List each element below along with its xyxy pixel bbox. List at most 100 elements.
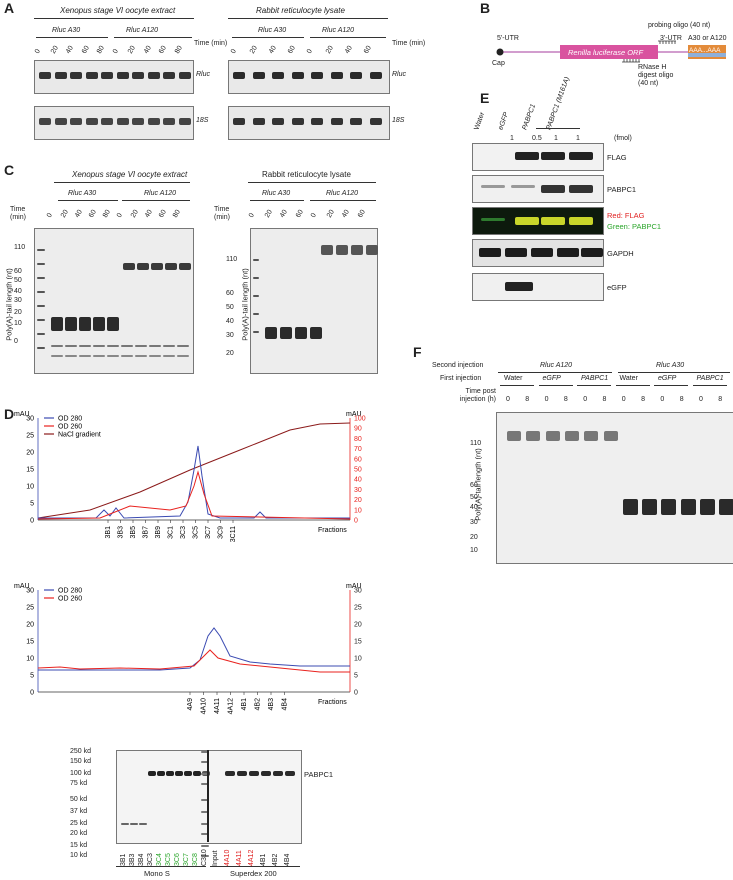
y-tick: 50 [226,304,234,311]
y-tick: 10 [470,547,478,554]
ladder-band [253,277,259,279]
pabpc1-band [237,771,247,776]
band [121,823,129,825]
pat-band-a30 [107,317,119,331]
size-marker: 100 kd [70,770,92,777]
y-tick-right: 15 [354,639,362,646]
row-label: Rluc [392,71,407,78]
gapdh-band [581,248,603,257]
tail-accent [688,53,726,57]
lane-label: 4B2 [272,853,279,866]
pat-gel-left [34,228,194,374]
pat-band-a120 [137,263,149,270]
merge-band [515,217,539,225]
size-marker: 10 kd [70,852,88,859]
rna-band [163,72,175,79]
first-group-label: PABPC1 [696,375,724,382]
y-tick-right: 30 [354,487,362,494]
time-label: Time (min) [194,40,228,47]
y-tick-right: 30 [354,588,362,595]
lane-label: Input [212,850,219,866]
time-tick: 80 [95,44,106,55]
size-marker: 250 kd [70,748,92,755]
pat-band-a30 [265,327,277,339]
time-tick: 0 [305,48,314,55]
y-tick-right: 90 [354,426,362,433]
faint-band [107,345,119,347]
faint-band [65,355,77,357]
divider [116,866,206,867]
divider [500,385,534,386]
unit-label: mAU [14,583,30,590]
ladder-band [201,751,209,753]
rnase-oligo-icon [622,59,640,63]
merge-green-label: Green: PABPC1 [607,222,662,231]
pat-band-a30 [280,327,292,339]
first-group-label: Water [619,375,638,382]
group-label: Rluc A120 [326,190,359,197]
od260-line [37,649,350,673]
panel-a-label: A [4,0,15,16]
rna-band [233,72,245,79]
pat-band-a30 [295,327,307,339]
group-label: Superdex 200 [230,869,277,878]
ladder-band [37,347,45,349]
panel-a-right-title: Rabbit reticulocyte lysate [256,6,345,15]
18s-blot-left [34,106,194,140]
faint-band [149,345,161,347]
time-tick: 60 [157,44,168,55]
faint-band [93,355,105,357]
pat-band-a30 [719,499,733,515]
ladder-band [201,823,209,825]
cap-icon [496,48,504,56]
y-tick-right: 10 [354,656,362,663]
pat-band-a120 [179,263,191,270]
rna-band [233,118,245,125]
time-tick: 0 [583,396,588,403]
rna-band [369,72,382,79]
divider [692,385,727,386]
time-tick: 0 [506,396,510,403]
ladder-band [201,833,209,835]
ladder-band [253,331,259,333]
time-tick: 20 [263,208,274,219]
pabpc1-band [261,771,271,776]
legend-entry: NaCl gradient [58,432,101,439]
time-tick: 0 [229,48,238,55]
time-tick: 0 [45,212,54,219]
y-tick-left: 5 [30,501,34,508]
merge-band [569,217,593,225]
y-tick-left: 20 [26,450,34,457]
time-tick: 0 [309,212,318,219]
faint-band [163,345,175,347]
pat-band-a120 [584,431,599,441]
ladder-band [37,305,45,307]
x-axis-label: Fractions [318,527,347,534]
rna-band [116,72,129,79]
rna-band [70,72,82,79]
y-tick: 50 [470,494,478,501]
y-tick: 20 [226,350,234,357]
fraction-label: 4B3 [268,698,275,711]
y-axis-label: Poly(A)-tail length (nt) [240,268,250,341]
y-tick-right: 40 [354,477,362,484]
time-tick: 0 [247,212,256,219]
pat-band-a30 [79,317,91,331]
faint-band [135,355,147,357]
y-tick-left: 0 [30,690,34,697]
y-axis-label: Poly(A)-tail length (nt) [4,268,14,341]
pabpc1-band [249,771,259,776]
pabpc1-band [569,185,593,193]
rna-band [291,118,304,125]
first-injection-label: First injection [440,375,482,382]
probe-label: probing oligo (40 nt) [648,22,711,29]
divider [232,37,304,38]
divider [34,18,194,19]
pat-band-a120 [564,431,579,441]
time-label: Time (min) [392,40,426,47]
pabpc1-band [184,771,192,776]
y-tick-left: 30 [26,416,34,423]
row-label: GAPDH [607,249,634,258]
ladder-band [253,295,259,297]
